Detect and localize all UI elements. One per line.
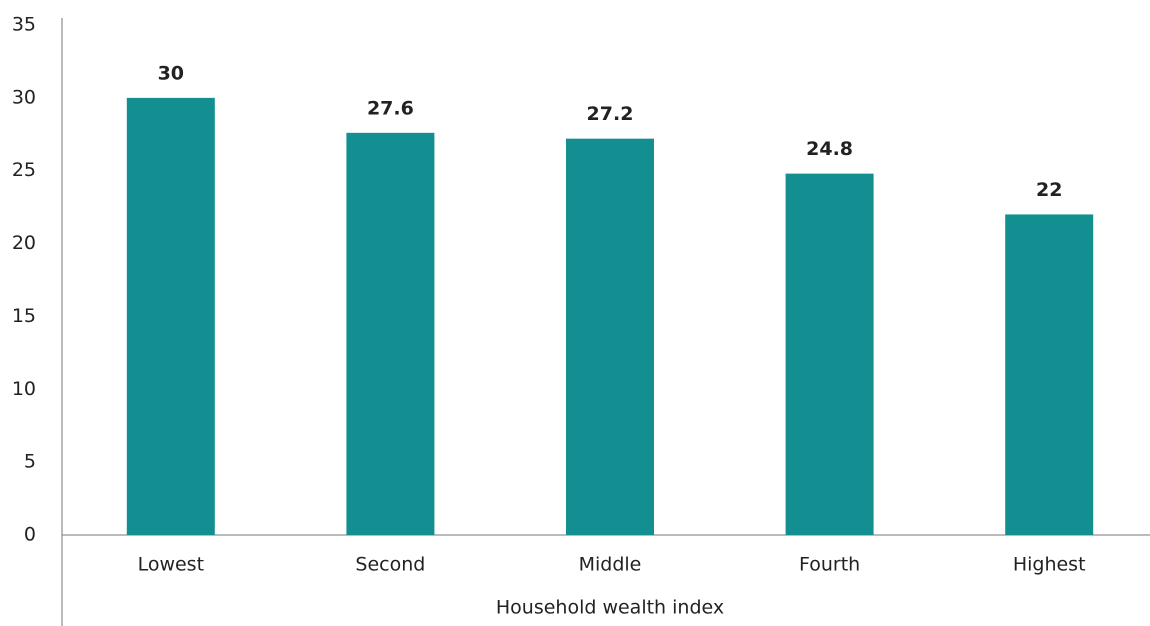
y-tick-label: 0 bbox=[24, 524, 36, 546]
x-tick-label: Highest bbox=[1013, 554, 1086, 576]
y-tick-label: 15 bbox=[12, 305, 36, 327]
value-label: 27.2 bbox=[587, 103, 634, 125]
value-label: 30 bbox=[158, 62, 184, 84]
bar bbox=[1005, 214, 1094, 535]
x-tick-label: Middle bbox=[579, 554, 642, 576]
x-tick-label: Fourth bbox=[799, 554, 860, 576]
y-tick-label: 20 bbox=[12, 232, 36, 254]
bar bbox=[126, 97, 215, 535]
value-label: 27.6 bbox=[367, 97, 414, 119]
y-tick-label: 5 bbox=[24, 451, 36, 473]
y-tick-label: 10 bbox=[12, 378, 36, 400]
bar bbox=[566, 138, 654, 535]
bar bbox=[346, 132, 435, 536]
y-tick-label: 25 bbox=[12, 159, 36, 181]
x-tick-label: Second bbox=[355, 554, 425, 576]
x-axis-title: Household wealth index bbox=[496, 597, 724, 619]
bar bbox=[785, 173, 874, 535]
x-tick-label: Lowest bbox=[138, 554, 204, 576]
y-tick-label: 30 bbox=[12, 86, 36, 108]
value-label: 22 bbox=[1036, 179, 1062, 201]
y-tick-label: 35 bbox=[12, 14, 36, 36]
value-label: 24.8 bbox=[806, 138, 853, 160]
